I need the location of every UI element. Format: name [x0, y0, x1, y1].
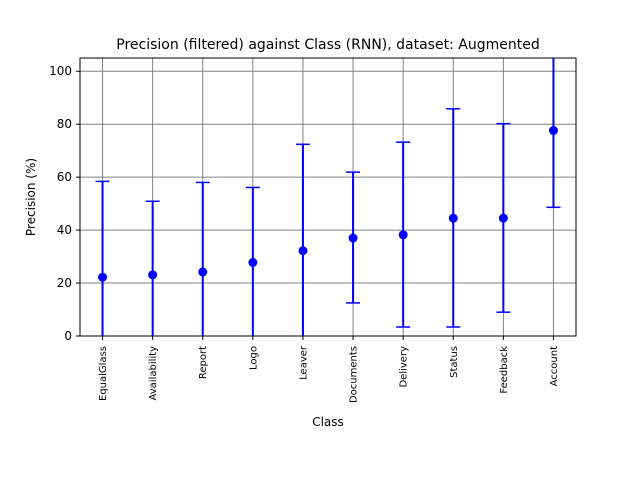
data-point: [248, 257, 258, 267]
y-tick-label: 60: [57, 170, 72, 184]
x-tick-label: Leaver: [298, 345, 309, 380]
x-tick-label: Report: [198, 346, 209, 379]
y-axis: 0 20 40 60 80 100: [49, 64, 80, 343]
x-tick-label: Availability: [148, 346, 159, 401]
y-axis-label: Precision (%): [24, 158, 38, 236]
x-tick-label: Documents: [349, 346, 360, 403]
data-point: [198, 267, 208, 277]
x-axis-label: Class: [312, 415, 344, 429]
y-tick-label: 20: [57, 276, 72, 290]
data-point: [448, 213, 458, 223]
data-point: [298, 246, 308, 256]
y-tick-label: 100: [49, 64, 72, 78]
grid: [80, 58, 576, 337]
x-tick-label: EqualGlass: [98, 346, 109, 401]
plot-area: [79, 57, 577, 337]
data-point: [498, 213, 508, 223]
x-tick-label: Account: [549, 346, 560, 386]
data-point: [548, 126, 558, 136]
data-point: [98, 272, 108, 282]
x-tick-label: Status: [449, 346, 460, 378]
x-tick-label: Logo: [248, 346, 259, 370]
x-axis: EqualGlass Availability Report Logo Leaver Do…: [98, 336, 560, 403]
data-points: [98, 126, 558, 282]
error-bars: [95, 58, 561, 336]
x-tick-label: Delivery: [399, 346, 410, 388]
y-tick-label: 80: [57, 117, 72, 131]
y-tick-label: 0: [64, 329, 72, 343]
x-tick-label: Feedback: [499, 346, 510, 394]
data-point: [148, 270, 158, 280]
chart-title: Precision (filtered) against Class (RNN)…: [116, 37, 539, 53]
y-tick-label: 40: [57, 223, 72, 237]
data-point: [398, 230, 408, 240]
data-point: [348, 233, 358, 243]
